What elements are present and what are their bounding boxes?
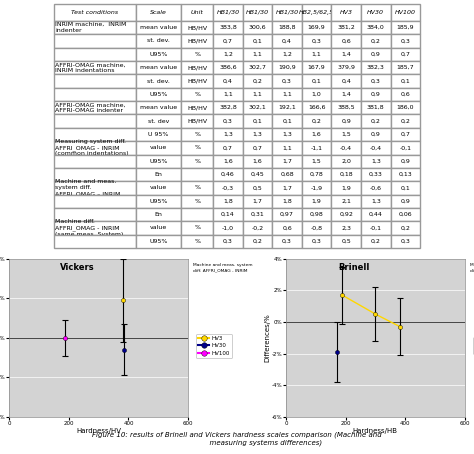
Legend: HB1/30, HB2.5/62.5: HB1/30, HB2.5/62.5 <box>473 337 474 354</box>
Text: Machine and meas. system
diff. AFFRI_OMAG - INRIM: Machine and meas. system diff. AFFRI_OMA… <box>193 263 253 272</box>
Legend: HV3, HV30, HV100: HV3, HV30, HV100 <box>196 334 232 358</box>
Text: Figure 10: results of Brinell and Vickers hardness scales comparison (Machine an: Figure 10: results of Brinell and Vicker… <box>92 432 382 446</box>
Y-axis label: Differences/%: Differences/% <box>264 314 270 362</box>
X-axis label: Hardness/HV: Hardness/HV <box>76 428 121 434</box>
Text: Brinell: Brinell <box>338 263 370 272</box>
X-axis label: Hardness/HB: Hardness/HB <box>353 428 398 434</box>
Text: Machine and meas. system
diff. AFFRI_OMAG - INRIM: Machine and meas. system diff. AFFRI_OMA… <box>470 263 474 272</box>
Text: Vickers: Vickers <box>60 263 95 272</box>
